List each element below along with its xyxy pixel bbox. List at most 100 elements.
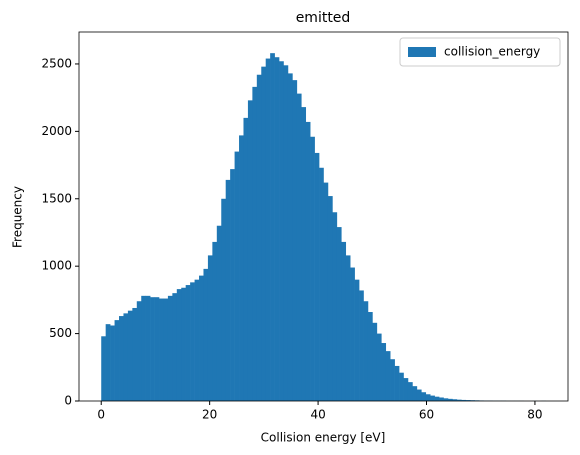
bar (167, 295, 173, 401)
bar (421, 392, 427, 401)
bar (181, 287, 186, 401)
bar (159, 298, 164, 401)
bar (110, 325, 115, 401)
legend-swatch (408, 47, 436, 57)
bar (399, 372, 404, 401)
bar (443, 398, 449, 401)
bar (327, 196, 333, 401)
bar (461, 399, 467, 401)
bar (292, 80, 298, 401)
bar (127, 310, 133, 401)
bar (314, 152, 320, 401)
bar (416, 389, 422, 401)
bar (456, 399, 462, 401)
bar (101, 336, 106, 401)
y-tick-label: 500 (49, 326, 72, 340)
bar (145, 295, 151, 401)
bar (372, 322, 378, 401)
bar (274, 57, 280, 401)
bar (225, 179, 231, 401)
bar (465, 400, 471, 401)
bar (305, 121, 311, 401)
y-tick-label: 0 (64, 394, 72, 408)
bar (150, 297, 155, 401)
bar (239, 135, 244, 401)
y-tick-label: 2500 (41, 56, 72, 70)
bar (452, 399, 458, 401)
bar (265, 58, 271, 401)
bar (105, 324, 111, 401)
bar (310, 136, 315, 402)
x-axis-label: Collision energy [eV] (261, 431, 386, 445)
bar (270, 53, 275, 402)
bar (376, 333, 382, 401)
bar (172, 293, 178, 401)
bar (319, 167, 324, 401)
y-axis-label: Frequency (11, 186, 25, 248)
bar (230, 169, 235, 401)
plot-frame (78, 31, 569, 402)
bar (296, 93, 302, 401)
bar (203, 268, 209, 401)
bar (381, 343, 387, 401)
bar (341, 241, 347, 401)
bar (439, 397, 444, 401)
bar (114, 320, 120, 401)
bar (407, 382, 413, 401)
bar (176, 289, 182, 401)
y-tick-label: 1000 (41, 259, 72, 273)
bar (190, 282, 195, 401)
bar (434, 396, 440, 401)
legend-label: collision_energy (444, 45, 540, 59)
bar (123, 313, 129, 401)
bar (256, 74, 262, 401)
bar (283, 65, 289, 402)
legend-box (399, 37, 561, 67)
bar (154, 297, 160, 401)
bar (332, 212, 338, 401)
chart-title: emitted (296, 10, 351, 26)
bar (136, 301, 142, 401)
bar (359, 290, 364, 401)
bar (470, 400, 475, 401)
bar (394, 365, 400, 401)
bar (199, 275, 204, 401)
bar (163, 298, 169, 401)
bar (301, 107, 307, 401)
bar (412, 386, 418, 401)
bar (119, 316, 124, 401)
bar (243, 117, 249, 402)
bar (323, 182, 329, 401)
y-tick-label: 2000 (41, 124, 72, 138)
x-tick-label: 0 (97, 408, 105, 422)
bar (425, 394, 431, 401)
bar (216, 225, 222, 401)
bar (363, 301, 369, 401)
bar (350, 267, 355, 401)
bar (221, 198, 226, 401)
bar (336, 227, 342, 401)
x-tick-label: 80 (527, 408, 542, 422)
bar (141, 295, 146, 401)
bar (385, 351, 391, 401)
bar (430, 395, 435, 401)
bar (345, 255, 351, 401)
bar (279, 61, 284, 402)
bar (132, 307, 138, 401)
bar (367, 312, 373, 401)
bar (194, 279, 200, 401)
bar (447, 398, 453, 401)
bar (403, 378, 409, 401)
x-tick-label: 20 (202, 408, 217, 422)
bar (212, 241, 218, 401)
x-tick-label: 40 (310, 408, 325, 422)
bar (354, 279, 360, 401)
y-tick-label: 1500 (41, 191, 72, 205)
bar (261, 66, 267, 401)
bar (207, 255, 213, 401)
bar (247, 100, 253, 402)
bar (185, 285, 191, 401)
bar (252, 86, 258, 401)
bar (287, 73, 293, 402)
